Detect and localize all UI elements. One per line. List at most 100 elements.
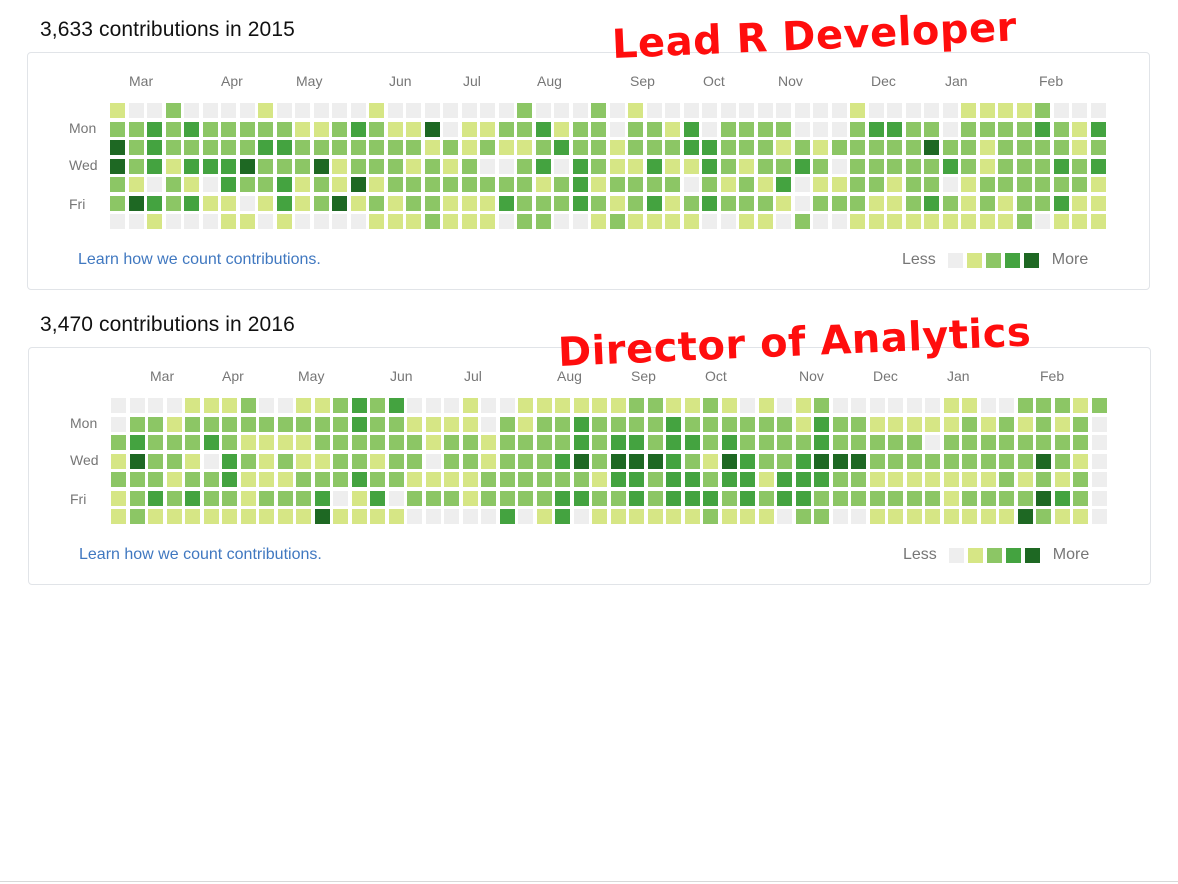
contribution-day[interactable] <box>851 509 866 524</box>
contribution-day[interactable] <box>757 121 773 137</box>
contribution-day[interactable] <box>943 509 959 524</box>
contribution-day[interactable] <box>202 214 218 229</box>
contribution-day[interactable] <box>240 435 256 450</box>
contribution-day[interactable] <box>573 398 589 413</box>
contribution-day[interactable] <box>591 121 606 137</box>
contribution-day[interactable] <box>240 509 256 524</box>
contribution-day[interactable] <box>794 121 810 137</box>
contribution-day[interactable] <box>628 140 643 155</box>
contribution-day[interactable] <box>721 435 737 450</box>
contribution-day[interactable] <box>924 177 939 192</box>
contribution-day[interactable] <box>1035 103 1050 118</box>
contribution-day[interactable] <box>628 177 643 192</box>
contribution-day[interactable] <box>592 472 607 487</box>
contribution-day[interactable] <box>592 453 607 469</box>
contribution-day[interactable] <box>350 195 366 211</box>
contribution-day[interactable] <box>536 490 552 506</box>
contribution-day[interactable] <box>868 140 884 155</box>
contribution-day[interactable] <box>905 140 921 155</box>
contribution-day[interactable] <box>406 103 421 118</box>
contribution-day[interactable] <box>147 214 162 229</box>
contribution-day[interactable] <box>924 140 939 155</box>
contribution-day[interactable] <box>776 103 791 118</box>
contribution-day[interactable] <box>203 435 219 450</box>
contribution-day[interactable] <box>166 490 182 506</box>
contribution-day[interactable] <box>407 453 422 469</box>
contribution-day[interactable] <box>276 177 292 192</box>
contribution-day[interactable] <box>609 121 625 137</box>
contribution-day[interactable] <box>925 398 940 413</box>
contribution-day[interactable] <box>370 472 385 487</box>
contribution-day[interactable] <box>443 158 458 174</box>
contribution-day[interactable] <box>370 453 385 469</box>
contribution-day[interactable] <box>831 140 847 155</box>
contribution-day[interactable] <box>1017 435 1033 450</box>
contribution-day[interactable] <box>795 453 811 469</box>
contribution-day[interactable] <box>869 509 885 524</box>
contribution-day[interactable] <box>998 140 1013 155</box>
contribution-day[interactable] <box>814 453 829 469</box>
contribution-day[interactable] <box>554 158 569 174</box>
contribution-day[interactable] <box>591 177 606 192</box>
contribution-day[interactable] <box>683 158 699 174</box>
contribution-day[interactable] <box>1016 140 1032 155</box>
contribution-day[interactable] <box>665 158 680 174</box>
contribution-day[interactable] <box>351 509 367 524</box>
contribution-day[interactable] <box>591 103 606 118</box>
contribution-day[interactable] <box>407 398 422 413</box>
contribution-day[interactable] <box>851 453 866 469</box>
contribution-day[interactable] <box>776 158 791 174</box>
contribution-day[interactable] <box>203 472 219 487</box>
contribution-day[interactable] <box>555 453 570 469</box>
contribution-day[interactable] <box>276 140 292 155</box>
contribution-day[interactable] <box>592 509 607 524</box>
contribution-day[interactable] <box>942 140 958 155</box>
contribution-day[interactable] <box>665 140 680 155</box>
contribution-day[interactable] <box>222 398 237 413</box>
contribution-day[interactable] <box>999 472 1014 487</box>
contribution-day[interactable] <box>128 158 144 174</box>
contribution-day[interactable] <box>499 453 515 469</box>
contribution-day[interactable] <box>757 158 773 174</box>
contribution-day[interactable] <box>776 121 791 137</box>
contribution-day[interactable] <box>425 398 441 413</box>
contribution-day[interactable] <box>277 472 293 487</box>
contribution-day[interactable] <box>572 214 588 229</box>
contribution-day[interactable] <box>1036 509 1051 524</box>
contribution-day[interactable] <box>424 140 440 155</box>
contribution-day[interactable] <box>1072 177 1087 192</box>
contribution-day[interactable] <box>646 214 662 229</box>
contribution-day[interactable] <box>609 177 625 192</box>
contribution-day[interactable] <box>296 472 311 487</box>
contribution-day[interactable] <box>869 453 885 469</box>
contribution-day[interactable] <box>1036 490 1051 506</box>
contribution-day[interactable] <box>629 509 644 524</box>
contribution-day[interactable] <box>424 121 440 137</box>
contribution-day[interactable] <box>184 214 199 229</box>
contribution-day[interactable] <box>313 195 329 211</box>
contribution-day[interactable] <box>850 214 865 229</box>
contribution-day[interactable] <box>499 509 515 524</box>
contribution-day[interactable] <box>609 158 625 174</box>
contribution-day[interactable] <box>721 453 737 469</box>
contribution-day[interactable] <box>1017 453 1033 469</box>
contribution-day[interactable] <box>980 472 996 487</box>
contribution-day[interactable] <box>628 195 643 211</box>
contribution-day[interactable] <box>1035 140 1050 155</box>
contribution-day[interactable] <box>314 472 330 487</box>
contribution-day[interactable] <box>851 490 866 506</box>
contribution-day[interactable] <box>684 435 700 450</box>
contribution-day[interactable] <box>313 121 329 137</box>
contribution-day[interactable] <box>777 490 792 506</box>
contribution-day[interactable] <box>1091 398 1107 413</box>
contribution-day[interactable] <box>1036 453 1051 469</box>
contribution-day[interactable] <box>350 214 366 229</box>
contribution-day[interactable] <box>222 472 237 487</box>
contribution-day[interactable] <box>259 416 274 432</box>
contribution-day[interactable] <box>481 472 496 487</box>
contribution-day[interactable] <box>572 103 588 118</box>
contribution-day[interactable] <box>925 435 940 450</box>
contribution-day[interactable] <box>333 453 348 469</box>
contribution-day[interactable] <box>351 453 367 469</box>
contribution-day[interactable] <box>239 140 255 155</box>
